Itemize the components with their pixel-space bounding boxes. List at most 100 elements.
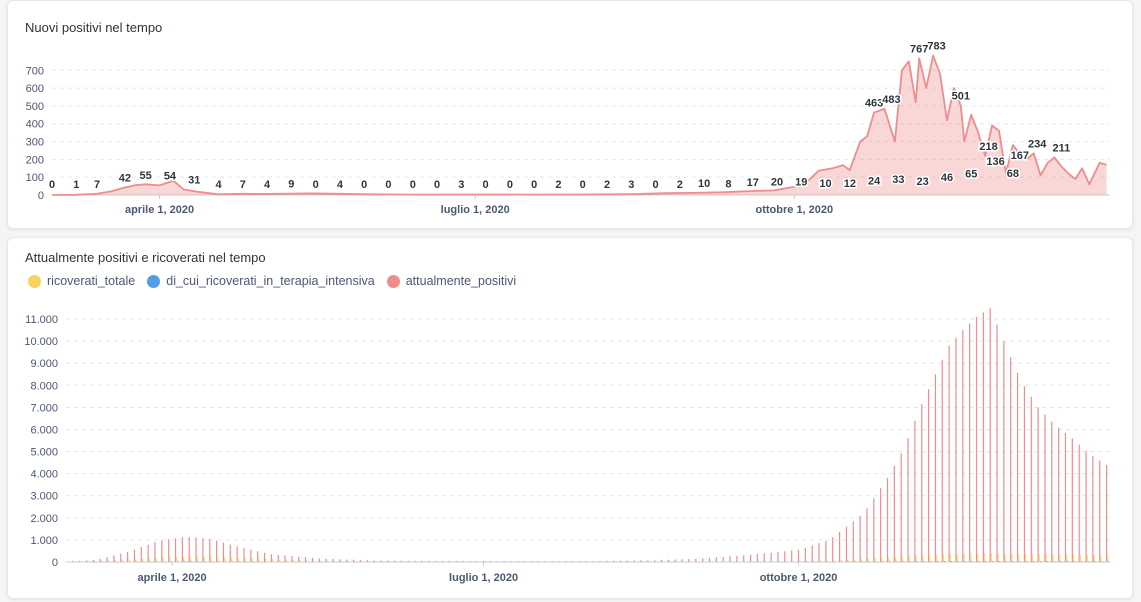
bar-ricoverati-totale — [799, 561, 801, 562]
bar-attualmente-positivi — [332, 559, 334, 562]
y-tick-label: 5.000 — [30, 447, 58, 459]
bar-attualmente-positivi — [989, 308, 991, 562]
bar-ricoverati-totale — [285, 559, 287, 562]
bar-ricoverati-totale — [936, 554, 938, 562]
legend-item-attualmente-positivi[interactable]: attualmente_positivi — [386, 274, 516, 288]
bar-attualmente-positivi — [483, 561, 485, 562]
bar-attualmente-positivi — [257, 551, 259, 562]
bar-attualmente-positivi — [633, 560, 635, 562]
x-tick-label: aprile 1, 2020 — [125, 204, 194, 216]
bar-ricoverati-totale — [956, 553, 958, 562]
data-label: 0 — [483, 179, 489, 191]
bar-ricoverati-totale — [100, 560, 103, 562]
bar-attualmente-positivi — [462, 561, 464, 562]
bar-attualmente-positivi — [674, 559, 676, 562]
bar-attualmente-positivi — [113, 555, 115, 562]
bar-terapia-intensiva — [937, 561, 939, 562]
data-label: 46 — [941, 172, 953, 184]
bar-attualmente-positivi — [250, 549, 252, 562]
bar-terapia-intensiva — [903, 561, 904, 562]
bar-attualmente-positivi — [688, 558, 690, 562]
bar-attualmente-positivi — [660, 559, 663, 562]
data-label: 8 — [725, 179, 731, 191]
bar-attualmente-positivi — [599, 560, 601, 562]
bar-ricoverati-totale — [881, 557, 883, 562]
bar-terapia-intensiva — [163, 561, 165, 562]
active-positives-chart[interactable]: 0 1.000 2.000 3.000 4.000 5.000 6.000 7.000 8.00… — [8, 238, 1132, 598]
bar-attualmente-positivi — [92, 559, 94, 562]
bar-attualmente-positivi — [592, 561, 594, 562]
legend-label: ricoverati_totale — [47, 274, 136, 288]
data-label: 3 — [458, 179, 464, 191]
bar-attualmente-positivi — [311, 557, 314, 562]
data-label: 136 — [986, 156, 1004, 168]
bar-terapia-intensiva — [923, 561, 925, 562]
bar-ricoverati-totale — [196, 556, 198, 562]
bar-attualmente-positivi — [298, 556, 300, 562]
bar-attualmente-positivi — [825, 541, 827, 562]
bar-ricoverati-totale — [87, 561, 89, 562]
bar-attualmente-positivi — [106, 557, 108, 562]
bar-attualmente-positivi — [441, 560, 444, 562]
bar-ricoverati-totale — [1072, 554, 1075, 562]
bar-attualmente-positivi — [222, 542, 225, 562]
bar-attualmente-positivi — [804, 547, 806, 562]
bar-attualmente-positivi — [1085, 450, 1087, 562]
bar-ricoverati-totale — [237, 557, 239, 562]
bar-attualmente-positivi — [962, 330, 964, 562]
bar-attualmente-positivi — [277, 554, 279, 562]
x-tick-label: luglio 1, 2020 — [449, 572, 518, 584]
data-label: 19 — [795, 177, 807, 189]
chart-legend: ricoverati_totale di_cui_ricoverati_in_t… — [28, 274, 516, 288]
bar-attualmente-positivi — [715, 557, 717, 562]
data-label: 20 — [771, 176, 783, 188]
bar-terapia-intensiva — [1067, 561, 1069, 562]
bar-ricoverati-totale — [217, 557, 219, 562]
y-tick-label: 7.000 — [30, 402, 58, 414]
bar-terapia-intensiva — [964, 561, 966, 562]
data-label: 783 — [927, 40, 945, 52]
legend-item-terapia-intensiva[interactable]: di_cui_ricoverati_in_terapia_intensiva — [147, 274, 375, 288]
bar-ricoverati-totale — [230, 557, 233, 562]
bar-attualmente-positivi — [585, 561, 587, 562]
data-label: 0 — [361, 179, 367, 191]
bar-attualmente-positivi — [243, 548, 245, 562]
data-label: 0 — [49, 179, 55, 191]
bar-attualmente-positivi — [229, 544, 231, 562]
bar-ricoverati-totale — [1038, 554, 1040, 562]
bar-ricoverati-totale — [833, 560, 835, 562]
bar-ricoverati-totale — [1045, 554, 1047, 562]
legend-item-ricoverati-totale[interactable]: ricoverati_totale — [28, 274, 135, 288]
bar-ricoverati-totale — [874, 557, 876, 562]
series-area — [52, 55, 1107, 195]
data-label: 3 — [628, 179, 634, 191]
bar-attualmente-positivi — [181, 537, 183, 562]
bar-ricoverati-totale — [333, 560, 335, 562]
bar-terapia-intensiva — [875, 561, 877, 562]
data-label: 7 — [240, 179, 246, 191]
bar-attualmente-positivi — [1064, 433, 1067, 562]
data-label: 463 — [865, 97, 883, 109]
bar-ricoverati-totale — [408, 561, 411, 562]
bar-ricoverati-totale — [853, 559, 856, 562]
bar-terapia-intensiva — [1101, 561, 1103, 562]
bar-terapia-intensiva — [1087, 561, 1089, 562]
data-label: 68 — [1007, 168, 1019, 180]
bar-terapia-intensiva — [1080, 561, 1082, 562]
data-label: 0 — [410, 179, 416, 191]
bar-terapia-intensiva — [930, 561, 932, 562]
bar-ricoverati-totale — [114, 560, 116, 562]
bar-ricoverati-totale — [792, 561, 794, 562]
bar-attualmente-positivi — [414, 560, 416, 562]
y-tick-label: 8.000 — [30, 380, 58, 392]
bar-ricoverati-totale — [1059, 554, 1061, 562]
bar-ricoverati-totale — [1025, 553, 1027, 562]
y-tick-label: 400 — [26, 119, 44, 131]
data-label: 9 — [288, 178, 294, 190]
bar-attualmente-positivi — [174, 538, 177, 562]
bar-terapia-intensiva — [992, 561, 993, 562]
bar-attualmente-positivi — [1105, 464, 1108, 562]
bar-ricoverati-totale — [929, 554, 931, 562]
bar-terapia-intensiva — [225, 561, 227, 562]
